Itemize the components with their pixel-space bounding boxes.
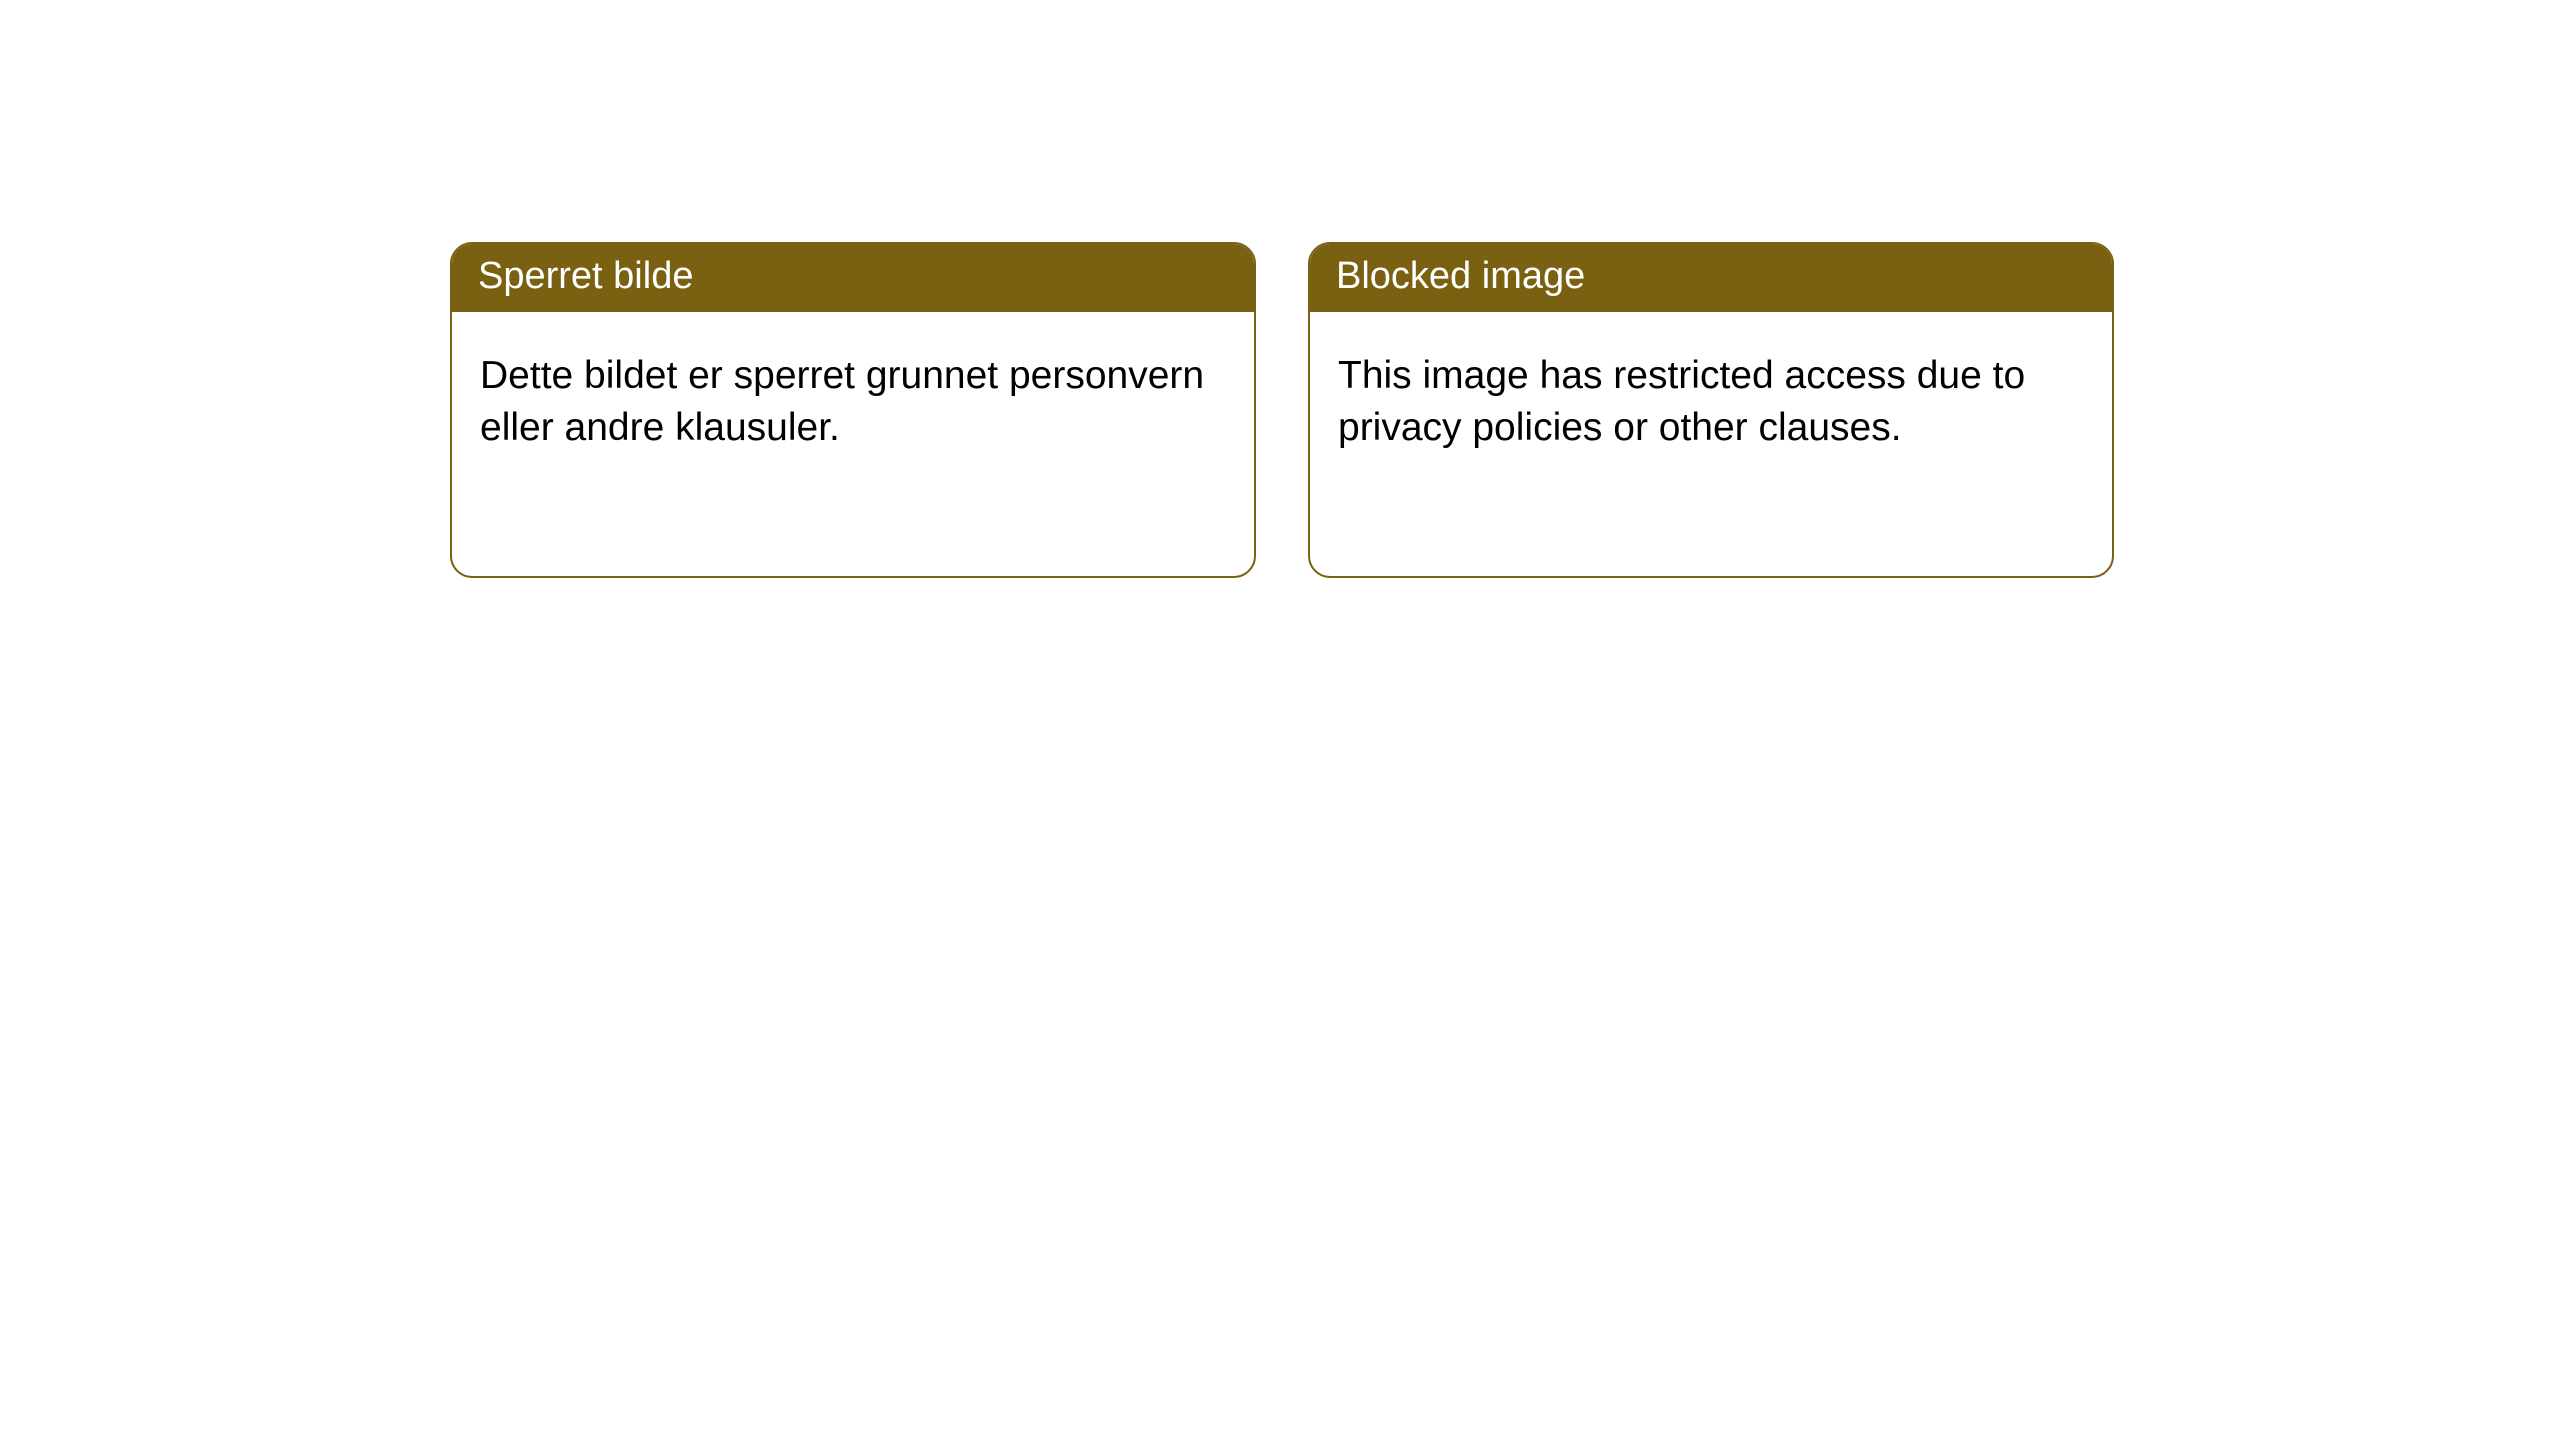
restricted-notice-card-english: Blocked image This image has restricted … (1308, 242, 2114, 578)
notice-cards-container: Sperret bilde Dette bildet er sperret gr… (0, 0, 2560, 578)
card-message-norwegian: Dette bildet er sperret grunnet personve… (452, 312, 1254, 493)
card-title-english: Blocked image (1310, 244, 2112, 312)
restricted-notice-card-norwegian: Sperret bilde Dette bildet er sperret gr… (450, 242, 1256, 578)
card-message-english: This image has restricted access due to … (1310, 312, 2112, 493)
card-title-norwegian: Sperret bilde (452, 244, 1254, 312)
